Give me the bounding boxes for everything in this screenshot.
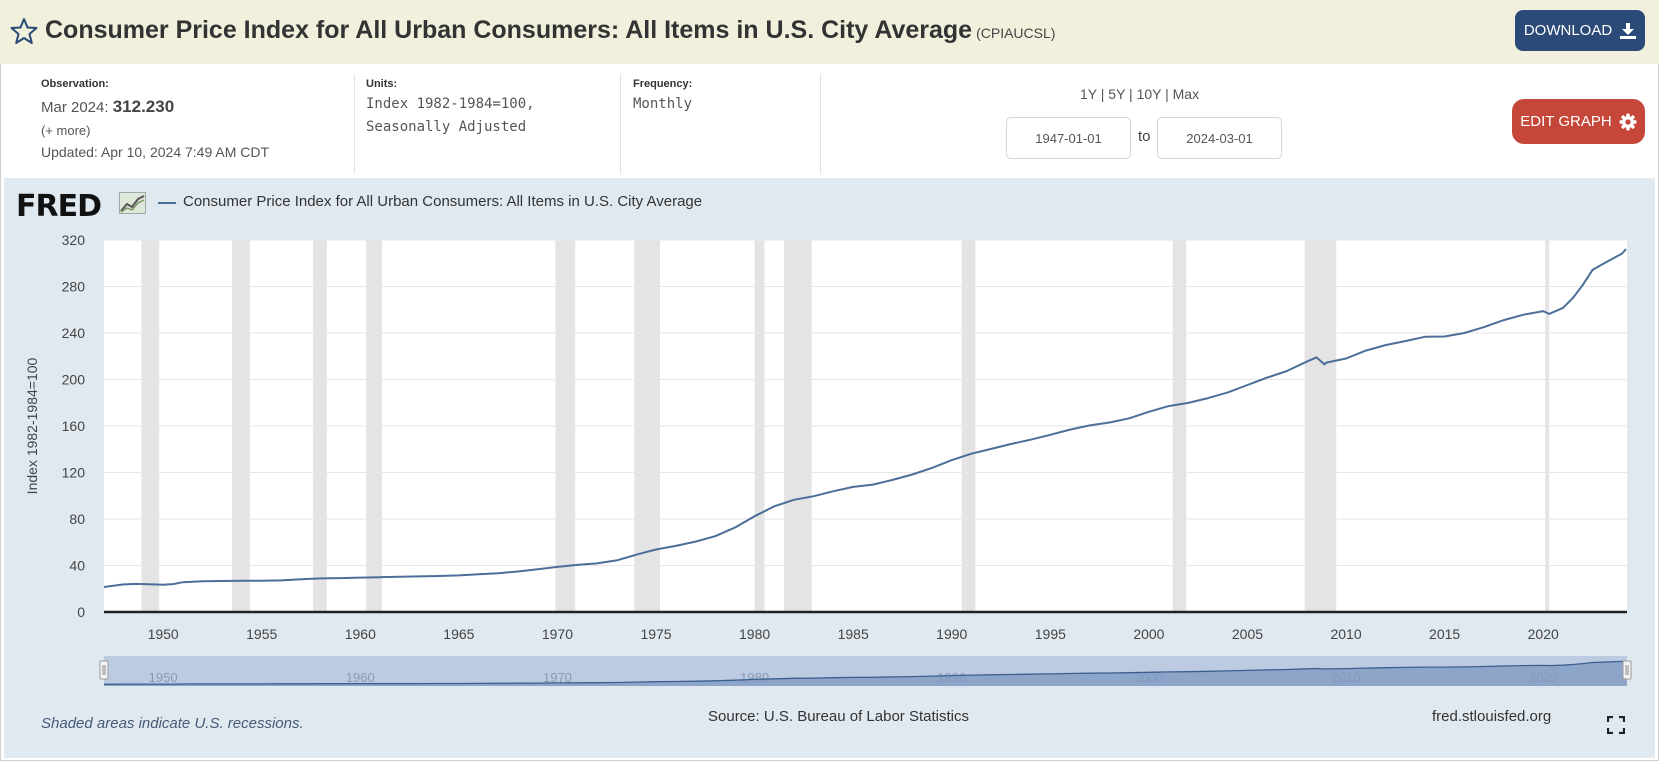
- observation-date: Mar 2024:: [41, 99, 109, 116]
- download-icon: [1620, 22, 1637, 39]
- navigator-tick-label: 1950: [149, 670, 178, 685]
- download-label: DOWNLOAD: [1523, 22, 1613, 39]
- x-tick-label: 1980: [739, 626, 770, 642]
- legend-swatch: [158, 202, 176, 204]
- x-tick-label: 2010: [1330, 626, 1361, 642]
- observation-value: 312.230: [112, 97, 175, 116]
- units-line-2: Seasonally Adjusted: [366, 119, 527, 135]
- fred-logo: FRED: [16, 189, 102, 224]
- fred-graph-icon: [119, 192, 146, 214]
- x-tick-label: 1990: [936, 626, 967, 642]
- observation: Mar 2024: 312.230: [41, 97, 174, 117]
- y-tick-label: 240: [62, 325, 86, 341]
- navigator-tick-label: 1960: [346, 670, 375, 685]
- meta-divider: [620, 74, 621, 174]
- y-tick-label: 0: [77, 604, 85, 620]
- legend-label: Consumer Price Index for All Urban Consu…: [183, 193, 703, 210]
- x-tick-label: 1950: [148, 626, 179, 642]
- recession-footnote: Shaded areas indicate U.S. recessions.: [41, 715, 304, 732]
- cpi-series-line: [103, 248, 1627, 588]
- gear-icon: [1619, 113, 1637, 130]
- units-label: Units:: [366, 78, 398, 90]
- star-icon[interactable]: [10, 17, 38, 45]
- edit-graph-label: EDIT GRAPH: [1520, 113, 1612, 130]
- x-tick-label: 1970: [542, 626, 573, 642]
- y-tick-label: 280: [62, 279, 86, 295]
- navigator-handle[interactable]: [1622, 660, 1632, 680]
- y-tick-label: 160: [62, 418, 86, 434]
- download-button[interactable]: DOWNLOAD: [1515, 10, 1645, 51]
- y-tick-label: 120: [62, 465, 86, 481]
- x-tick-label: 1995: [1035, 626, 1066, 642]
- fullscreen-icon[interactable]: [1607, 716, 1625, 734]
- edit-graph-button[interactable]: EDIT GRAPH: [1512, 99, 1645, 144]
- x-tick-label: 2000: [1133, 626, 1164, 642]
- meta-divider: [820, 74, 821, 174]
- x-tick-label: 1955: [246, 626, 277, 642]
- x-tick-label: 2015: [1429, 626, 1460, 642]
- title-bar: [0, 0, 1659, 64]
- x-tick-label: 2020: [1528, 626, 1559, 642]
- observation-label: Observation:: [41, 78, 109, 90]
- units-line-1: Index 1982-1984=100,: [366, 96, 535, 112]
- x-tick-label: 2005: [1232, 626, 1263, 642]
- to-label: to: [1138, 128, 1151, 145]
- end-date-input[interactable]: 2024-03-01: [1157, 117, 1282, 159]
- navigator-tick-label: 1970: [543, 670, 572, 685]
- frequency-value: Monthly: [633, 96, 693, 112]
- fred-site-link[interactable]: fred.stlouisfed.org: [1432, 708, 1552, 725]
- navigator-handle[interactable]: [99, 660, 109, 680]
- navigator-series-area: [104, 661, 1627, 686]
- x-tick-label: 1975: [640, 626, 671, 642]
- series-code: (CPIAUCSL): [976, 25, 1056, 41]
- y-tick-label: 80: [69, 511, 85, 527]
- y-tick-label: 200: [62, 372, 86, 388]
- source-link[interactable]: Source: U.S. Bureau of Labor Statistics: [708, 708, 969, 725]
- updated-text: Updated: Apr 10, 2024 7:49 AM CDT: [41, 144, 270, 160]
- series-title: Consumer Price Index for All Urban Consu…: [45, 16, 1055, 45]
- x-tick-label: 1965: [443, 626, 474, 642]
- y-tick-label: 320: [62, 232, 86, 248]
- more-observations-link[interactable]: (+ more): [41, 123, 91, 138]
- frequency-label: Frequency:: [633, 78, 693, 90]
- meta-divider: [354, 74, 355, 174]
- x-tick-label: 1960: [345, 626, 376, 642]
- y-axis-label: Index 1982-1984=100: [24, 357, 40, 494]
- range-selector[interactable]: 1Y | 5Y | 10Y | Max: [1080, 86, 1200, 102]
- start-date-input[interactable]: 1947-01-01: [1006, 117, 1131, 159]
- x-tick-label: 1985: [838, 626, 869, 642]
- series-title-text: Consumer Price Index for All Urban Consu…: [45, 16, 973, 44]
- y-tick-label: 40: [69, 558, 85, 574]
- navigator-series-line: [103, 660, 1627, 685]
